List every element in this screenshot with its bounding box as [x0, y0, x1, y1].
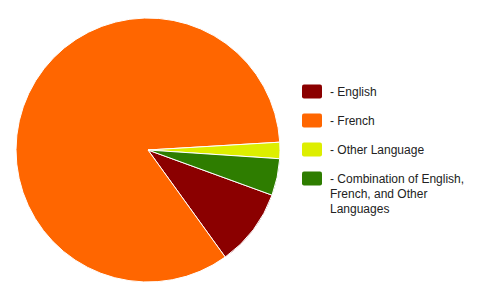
pie-slice	[16, 18, 280, 282]
legend-label: - English	[330, 85, 377, 99]
legend-swatch	[302, 85, 322, 99]
legend-swatch	[302, 114, 322, 128]
legend-swatch	[302, 172, 322, 186]
legend: - English - French - Other Language - Combi…	[302, 85, 464, 217]
legend-label: - French	[330, 114, 375, 128]
chart: - English - French - Other Language - Combi…	[0, 0, 500, 300]
legend-item: - English	[302, 85, 377, 100]
legend-item: - Other Language	[302, 143, 424, 158]
legend-label: - Combination of English,French, and Oth…	[330, 172, 464, 216]
legend-swatch	[302, 143, 322, 157]
pie	[16, 18, 280, 282]
background	[0, 0, 500, 300]
legend-item: - French	[302, 114, 375, 129]
chart-container: - English - French - Other Language - Combi…	[0, 0, 500, 300]
pie-slice	[148, 150, 280, 195]
legend-label: - Other Language	[330, 143, 424, 157]
legend-item: - Combination of English,French, and Oth…	[302, 172, 464, 217]
